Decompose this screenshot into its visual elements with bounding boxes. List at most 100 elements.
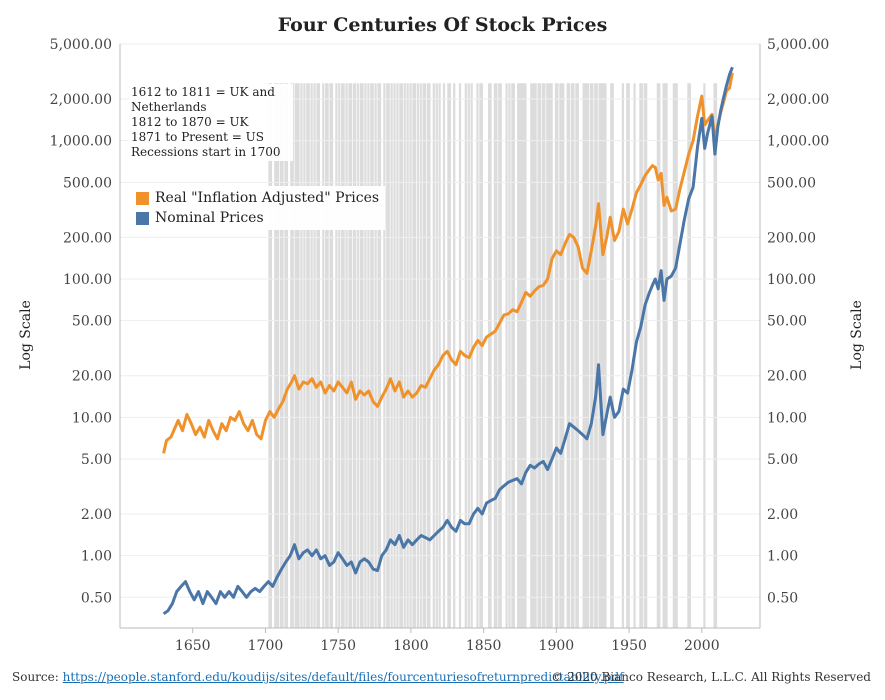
recession-band bbox=[488, 83, 491, 629]
y-tick-label-left: 5.00 bbox=[81, 452, 112, 468]
recession-band bbox=[584, 83, 587, 629]
x-tick-label: 1900 bbox=[539, 638, 575, 654]
recession-band bbox=[568, 83, 571, 629]
recession-band bbox=[300, 83, 303, 629]
recession-band bbox=[325, 83, 328, 629]
recession-band bbox=[297, 83, 300, 629]
y-tick-label-right: 5,000.00 bbox=[767, 37, 829, 53]
recession-band bbox=[280, 83, 283, 629]
note-line: Recessions start in 1700 bbox=[131, 145, 281, 159]
recession-band bbox=[600, 83, 603, 629]
y-ticks-right: 0.50 1.00 2.00 5.00 10.00 20.00 50.00 100.00 200… bbox=[767, 37, 829, 606]
recession-band bbox=[589, 83, 593, 629]
series-line-nominal bbox=[162, 66, 734, 616]
series-line-real bbox=[162, 72, 734, 454]
legend: Real "Inflation Adjusted" Prices Nominal… bbox=[134, 186, 386, 230]
recession-band bbox=[547, 83, 550, 629]
recession-band bbox=[522, 83, 526, 629]
x-ticks: 1650 1700 1750 1800 1850 1900 1950 2000 bbox=[175, 628, 720, 654]
y-tick-label-right: 10.00 bbox=[767, 410, 807, 426]
recession-band bbox=[656, 83, 659, 629]
note-line: 1812 to 1870 = UK bbox=[131, 115, 249, 129]
y-tick-label-right: 1.00 bbox=[767, 549, 798, 565]
x-tick-label: 1750 bbox=[320, 638, 356, 654]
y-tick-label-left: 1.00 bbox=[81, 549, 112, 565]
legend-label-real: Real "Inflation Adjusted" Prices bbox=[155, 190, 380, 206]
recession-band bbox=[627, 83, 630, 629]
recession-band bbox=[400, 83, 403, 629]
y-tick-label-right: 200.00 bbox=[767, 230, 816, 246]
recession-band bbox=[508, 83, 511, 629]
recession-band bbox=[640, 83, 643, 629]
recession-band bbox=[326, 83, 329, 629]
recession-band bbox=[438, 83, 441, 629]
recession-band bbox=[643, 83, 646, 629]
x-tick-label: 2000 bbox=[684, 638, 720, 654]
y-axis-label-left: Log Scale bbox=[18, 300, 34, 370]
legend-swatch-real bbox=[136, 191, 149, 205]
y-tick-label-left: 2.00 bbox=[81, 507, 112, 523]
recession-band bbox=[406, 83, 409, 629]
recession-band bbox=[453, 83, 456, 629]
recession-band bbox=[585, 83, 588, 629]
recession-band bbox=[307, 83, 310, 629]
recession-band bbox=[530, 83, 533, 629]
recession-band bbox=[664, 83, 667, 629]
legend-item-nominal: Nominal Prices bbox=[136, 208, 379, 228]
recession-band bbox=[387, 83, 390, 629]
recession-band bbox=[591, 83, 594, 629]
y-tick-label-left: 500.00 bbox=[63, 175, 112, 191]
source-label: Source: bbox=[12, 670, 59, 684]
recession-band bbox=[303, 83, 306, 629]
recession-band bbox=[274, 83, 277, 629]
y-tick-label-right: 5.00 bbox=[767, 452, 798, 468]
recession-band bbox=[393, 83, 396, 629]
recession-band bbox=[566, 83, 569, 629]
recession-band bbox=[412, 83, 415, 629]
recession-band bbox=[675, 83, 678, 629]
annotation-note: 1612 to 1811 = UK and Netherlands 1812 to … bbox=[129, 84, 293, 161]
recession-band bbox=[489, 83, 492, 629]
y-tick-label-right: 1,000.00 bbox=[767, 134, 829, 150]
recession-band bbox=[432, 83, 435, 629]
y-axis-label-right: Log Scale bbox=[849, 300, 865, 370]
recession-band bbox=[621, 83, 625, 629]
recession-band bbox=[341, 83, 344, 629]
recession-band bbox=[360, 83, 363, 629]
recession-band bbox=[505, 83, 508, 629]
recession-band bbox=[595, 83, 598, 629]
recession-band bbox=[419, 83, 422, 629]
recession-band bbox=[371, 83, 374, 629]
recession-band bbox=[310, 83, 313, 629]
recession-band bbox=[409, 83, 412, 629]
recession-band bbox=[594, 83, 597, 629]
recession-band bbox=[662, 83, 665, 629]
recession-band bbox=[520, 83, 523, 629]
recession-band bbox=[703, 83, 706, 629]
recession-band bbox=[383, 83, 386, 629]
recession-band bbox=[554, 83, 558, 629]
footer-copyright: © 2020 Bianco Research, L.L.C. All Right… bbox=[551, 670, 871, 684]
y-tick-label-left: 20.00 bbox=[72, 369, 112, 385]
recession-band bbox=[428, 83, 431, 629]
recession-band bbox=[559, 83, 562, 629]
recession-band bbox=[626, 83, 629, 629]
recession-band bbox=[290, 83, 293, 629]
recession-band bbox=[268, 83, 271, 629]
source-link[interactable]: https://people.stanford.edu/koudijs/site… bbox=[62, 670, 624, 684]
y-tick-label-right: 20.00 bbox=[767, 369, 807, 385]
recession-band bbox=[374, 83, 377, 629]
recession-band bbox=[342, 83, 345, 629]
recession-band bbox=[316, 83, 319, 629]
recession-band bbox=[424, 83, 427, 629]
y-tick-label-right: 500.00 bbox=[767, 175, 816, 191]
recession-band bbox=[284, 83, 287, 629]
recession-band bbox=[601, 83, 604, 629]
recession-band bbox=[556, 83, 559, 629]
legend-item-real: Real "Inflation Adjusted" Prices bbox=[136, 188, 379, 208]
recession-band bbox=[570, 83, 574, 629]
y-tick-label-left: 1,000.00 bbox=[50, 134, 112, 150]
recession-band bbox=[672, 83, 675, 629]
recession-band bbox=[386, 83, 389, 629]
